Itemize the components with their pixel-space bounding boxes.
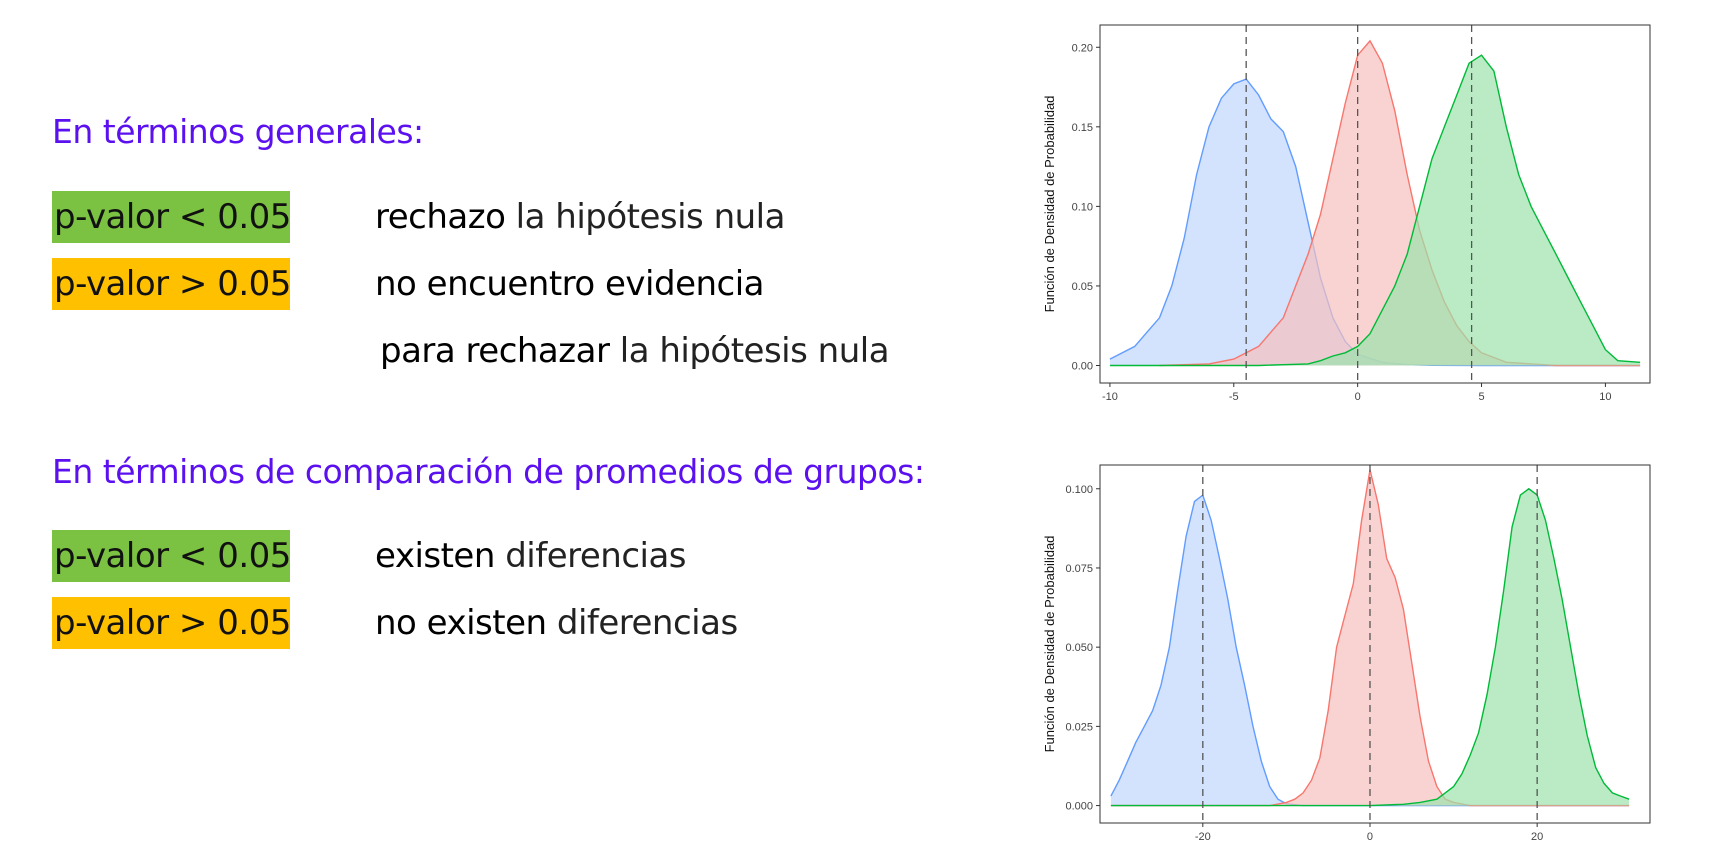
y-axis-label: Función de Densidad de Probabilidad xyxy=(1042,536,1057,753)
x-tick-label: 0 xyxy=(1355,391,1361,403)
reject-strong: rechazo xyxy=(375,197,506,237)
section-general-heading: En términos generales: xyxy=(52,112,424,151)
groups-p-value-low-badge: p-valor < 0.05 xyxy=(52,530,291,582)
not-exist-rest: diferencias xyxy=(546,603,738,643)
p-value-high-badge: p-valor > 0.05 xyxy=(52,258,291,310)
no-evidence-text: no encuentro evidencia xyxy=(375,258,765,310)
exist-strong: existen xyxy=(375,536,495,576)
plot-frame xyxy=(1099,24,1651,384)
y-axis-label: Función de Densidad de Probabilidad xyxy=(1042,96,1057,313)
x-tick-label: 0 xyxy=(1367,831,1373,843)
density-chart-separated: 0.000 0.025 0.050 0.075 0.100 -20 0 20 Función d… xyxy=(1040,450,1660,865)
y-tick-label: 0.100 xyxy=(1065,484,1093,496)
plot-frame xyxy=(1099,464,1651,824)
x-tick-label: -5 xyxy=(1229,391,1239,403)
to-reject-rest: la hipótesis nula xyxy=(609,331,890,371)
to-reject-strong: para rechazar xyxy=(380,331,610,371)
density-area-0 xyxy=(1110,495,1630,806)
density-chart-separated-svg: 0.000 0.025 0.050 0.075 0.100 -20 0 20 Función d… xyxy=(1042,464,1651,843)
differences-exist-text: existen diferencias xyxy=(375,530,687,582)
y-tick-label: 0.15 xyxy=(1072,122,1093,134)
x-tick-label: 10 xyxy=(1599,391,1611,403)
y-tick-label: 0.00 xyxy=(1072,360,1093,372)
density-chart-overlap: 0.00 0.05 0.10 0.15 0.20 -10 -5 0 5 10 Función de … xyxy=(1040,10,1660,415)
density-area-1 xyxy=(1159,40,1641,366)
y-tick-label: 0.20 xyxy=(1072,42,1093,54)
y-tick-label: 0.000 xyxy=(1065,801,1093,813)
no-evidence-strong: no encuentro evidencia xyxy=(375,264,765,304)
y-tick-label: 0.075 xyxy=(1065,563,1093,575)
to-reject-text: para rechazar la hipótesis nula xyxy=(380,325,890,377)
density-line-2 xyxy=(1110,487,1630,807)
x-tick-label: -20 xyxy=(1195,831,1211,843)
no-differences-text: no existen diferencias xyxy=(375,597,738,649)
exist-rest: diferencias xyxy=(494,536,687,576)
density-area-0 xyxy=(1109,79,1641,366)
x-tick-label: 5 xyxy=(1478,391,1484,403)
y-tick-label: 0.10 xyxy=(1072,201,1093,213)
p-value-low-badge: p-valor < 0.05 xyxy=(52,191,291,243)
reject-null-text: rechazo la hipótesis nula xyxy=(375,191,785,243)
x-tick-label: -10 xyxy=(1102,391,1118,403)
y-tick-label: 0.050 xyxy=(1065,642,1093,654)
reject-rest: la hipótesis nula xyxy=(505,197,786,237)
y-tick-label: 0.025 xyxy=(1065,721,1093,733)
groups-p-value-high-badge: p-valor > 0.05 xyxy=(52,597,291,649)
not-exist-strong: no existen xyxy=(375,603,547,643)
density-area-2 xyxy=(1110,488,1630,806)
density-line-2 xyxy=(1109,54,1641,367)
y-tick-label: 0.05 xyxy=(1072,281,1093,293)
density-line-0 xyxy=(1110,493,1630,807)
section-groups-heading: En términos de comparación de promedios … xyxy=(52,452,925,491)
x-tick-label: 20 xyxy=(1531,831,1543,843)
density-chart-overlap-svg: 0.00 0.05 0.10 0.15 0.20 -10 -5 0 5 10 Función de … xyxy=(1042,24,1651,403)
